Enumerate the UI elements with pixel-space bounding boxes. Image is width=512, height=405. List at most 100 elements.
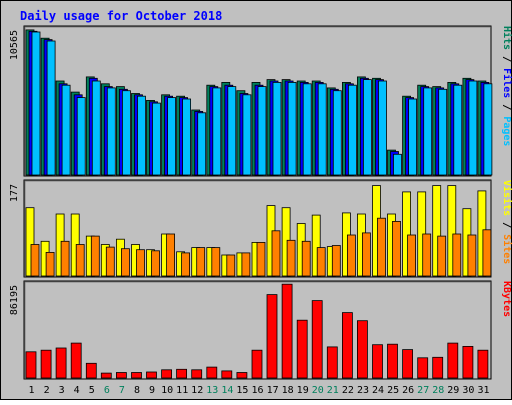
bar-pages-day-10	[167, 97, 177, 176]
day-label-21: 21	[327, 385, 339, 396]
bar-pages-day-21	[332, 90, 342, 176]
bar-kbytes-day-31	[477, 349, 489, 379]
bar-kbytes-day-13	[206, 366, 218, 379]
bar-pages-day-24	[378, 80, 387, 176]
bar-sites-day-19	[301, 240, 311, 277]
day-label-28: 28	[432, 385, 444, 396]
axis-max-label: 86195	[9, 285, 20, 315]
bar-pages-day-23	[362, 79, 372, 176]
bar-sites-day-29	[452, 233, 462, 277]
bar-pages-day-18	[287, 82, 297, 176]
bar-pages-day-31	[483, 83, 493, 176]
bar-pages-day-29	[453, 84, 463, 176]
day-number-labels: 1 2 3 4 5 6 7 8 9 10 11 12 13 14 15 16 17 18 19 20 21 22 23 24 2…	[28, 385, 489, 396]
day-label-15: 15	[236, 385, 248, 396]
bar-kbytes-day-16	[251, 349, 263, 379]
day-label-9: 9	[149, 385, 155, 396]
bar-pages-day-30	[468, 80, 478, 176]
bar-kbytes-day-8	[131, 372, 142, 379]
bar-pages-day-26	[408, 98, 418, 176]
day-label-11: 11	[176, 385, 188, 396]
bar-pages-day-15	[242, 94, 252, 176]
bar-pages-day-20	[317, 83, 327, 176]
legend-part-3: /	[501, 98, 512, 116]
bar-sites-day-27	[422, 233, 432, 277]
bar-pages-day-8	[137, 95, 146, 176]
series-legend-label: KBytes	[501, 281, 512, 317]
bar-kbytes-day-27	[417, 357, 429, 379]
day-label-29: 29	[447, 385, 459, 396]
day-label-19: 19	[297, 385, 309, 396]
legend-part-0: KBytes	[501, 281, 512, 317]
day-label-14: 14	[221, 385, 233, 396]
bar-sites-day-26	[407, 234, 417, 277]
bar-kbytes-day-17	[266, 294, 278, 379]
bar-kbytes-day-9	[146, 371, 157, 379]
bar-sites-day-20	[316, 247, 326, 277]
day-label-25: 25	[387, 385, 399, 396]
series-legend-label: Hits / Files / Pages	[501, 26, 512, 146]
bar-pages-day-14	[227, 86, 237, 176]
axis-max-label: 177	[9, 184, 20, 202]
bar-pages-day-2	[46, 40, 56, 176]
bar-kbytes-day-4	[70, 342, 82, 379]
bar-kbytes-day-22	[341, 312, 353, 379]
bar-kbytes-day-20	[311, 300, 323, 379]
bar-sites-day-17	[271, 230, 281, 277]
bar-kbytes-day-29	[447, 342, 459, 379]
bar-pages-day-13	[212, 87, 222, 176]
day-label-6: 6	[104, 385, 110, 396]
day-label-7: 7	[119, 385, 125, 396]
bar-pages-day-28	[438, 88, 448, 176]
bar-pages-day-22	[347, 84, 357, 176]
bar-kbytes-day-28	[432, 356, 444, 379]
bar-pages-day-19	[302, 83, 312, 176]
bar-visits-day-29	[447, 185, 457, 277]
bar-sites-day-28	[437, 235, 447, 277]
bar-kbytes-day-25	[387, 343, 398, 379]
bar-sites-day-22	[346, 234, 356, 277]
bar-kbytes-day-23	[356, 320, 368, 379]
bar-pages-day-27	[423, 87, 433, 176]
bar-sites-day-3	[60, 240, 70, 277]
bar-pages-day-17	[272, 82, 282, 176]
bar-sites-day-21	[331, 245, 341, 277]
bar-kbytes-day-24	[372, 344, 383, 379]
bar-pages-day-1	[31, 31, 41, 176]
bar-kbytes-day-26	[402, 349, 414, 379]
bar-kbytes-day-30	[462, 345, 474, 379]
day-label-31: 31	[477, 385, 489, 396]
bar-kbytes-day-18	[281, 283, 293, 379]
bar-sites-day-7	[121, 248, 130, 277]
chart-title: Daily usage for October 2018	[20, 9, 222, 23]
chart-panels: 10565 Hits / Files / Pages 177 Visits / Sit…	[9, 25, 512, 380]
bar-sites-day-14	[226, 254, 236, 277]
day-label-10: 10	[161, 385, 173, 396]
bar-pages-day-16	[257, 86, 267, 176]
day-label-4: 4	[74, 385, 80, 396]
day-label-13: 13	[206, 385, 218, 396]
bar-visits-day-26	[402, 191, 412, 277]
day-label-5: 5	[89, 385, 95, 396]
bar-pages-day-25	[393, 153, 402, 176]
bar-sites-day-5	[90, 235, 100, 277]
bar-kbytes-day-19	[296, 319, 308, 379]
panel-kbytes: 86195 KBytes	[9, 280, 512, 380]
day-label-3: 3	[59, 385, 65, 396]
day-label-12: 12	[191, 385, 203, 396]
day-label-17: 17	[267, 385, 279, 396]
day-label-23: 23	[357, 385, 369, 396]
bar-sites-day-2	[45, 251, 55, 277]
bar-visits-day-28	[432, 185, 442, 277]
bar-visits-day-1	[25, 207, 35, 277]
bar-sites-day-11	[181, 252, 191, 277]
bar-kbytes-day-11	[176, 368, 188, 379]
bar-sites-day-23	[361, 232, 371, 277]
bar-pages-day-4	[76, 97, 86, 176]
panel-visits-sites: 177 Visits / Sites	[9, 179, 512, 278]
bar-pages-day-5	[91, 80, 101, 176]
bar-pages-day-12	[197, 112, 207, 176]
legend-part-4: Pages	[501, 116, 512, 146]
legend-part-0: Visits	[501, 180, 512, 216]
